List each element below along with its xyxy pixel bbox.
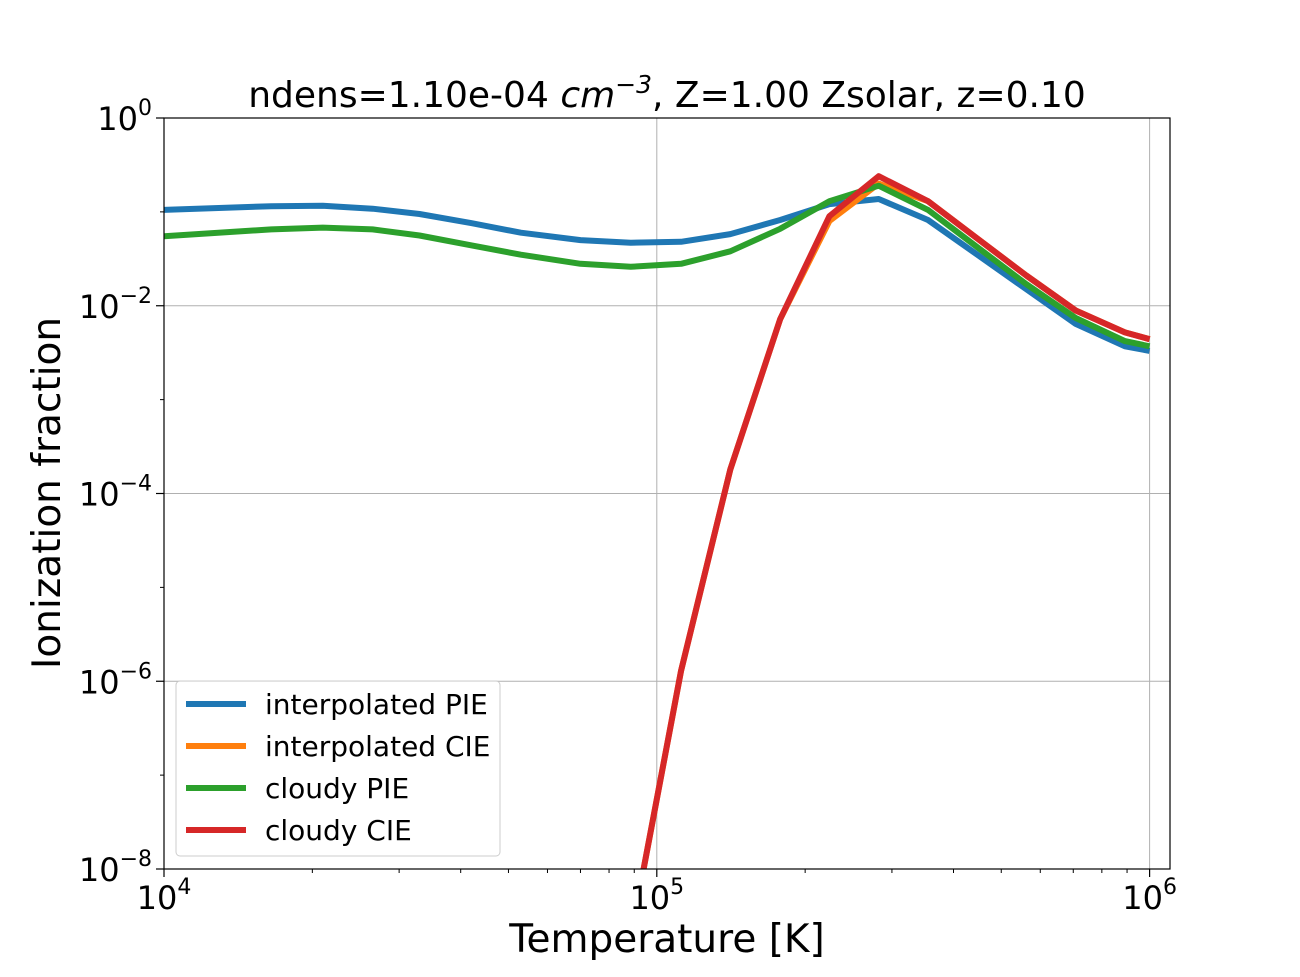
x-tick-label: 105 (629, 875, 684, 917)
series-line-cloudy-pie (164, 182, 1151, 350)
x-tick-label: 106 (1122, 875, 1177, 917)
legend-label-cloudy-cie: cloudy CIE (265, 814, 412, 847)
axis-ticks: 104 105 106 100 10−2 10−4 10−6 10−8 (79, 96, 1177, 917)
y-tick-label: 10−2 (79, 284, 152, 326)
legend: interpolated PIE interpolated CIE cloudy P… (175, 680, 501, 857)
plot-lines (164, 173, 1151, 869)
series-line-interpolated-pie (164, 196, 1151, 354)
legend-label-cloudy-pie: cloudy PIE (265, 772, 409, 805)
series-line-cloudy-cie (640, 173, 1151, 869)
x-tick-label: 104 (137, 875, 192, 917)
legend-label-interpolated-pie: interpolated PIE (265, 688, 488, 721)
y-axis-label: Ionization fraction (25, 317, 70, 669)
y-tick-label: 10−4 (79, 472, 152, 514)
chart-title: ndens=1.10e-04 cm−3, Z=1.00 Zsolar, z=0.… (248, 70, 1086, 116)
y-tick-label: 10−8 (79, 847, 152, 889)
x-axis-label: Temperature [K] (508, 917, 824, 962)
y-tick-label: 100 (97, 96, 152, 138)
series-line-interpolated-cie (640, 180, 1151, 869)
legend-box (175, 680, 501, 857)
y-tick-label: 10−6 (79, 659, 152, 701)
legend-label-interpolated-cie: interpolated CIE (265, 730, 490, 763)
plot-frame (163, 117, 1171, 870)
